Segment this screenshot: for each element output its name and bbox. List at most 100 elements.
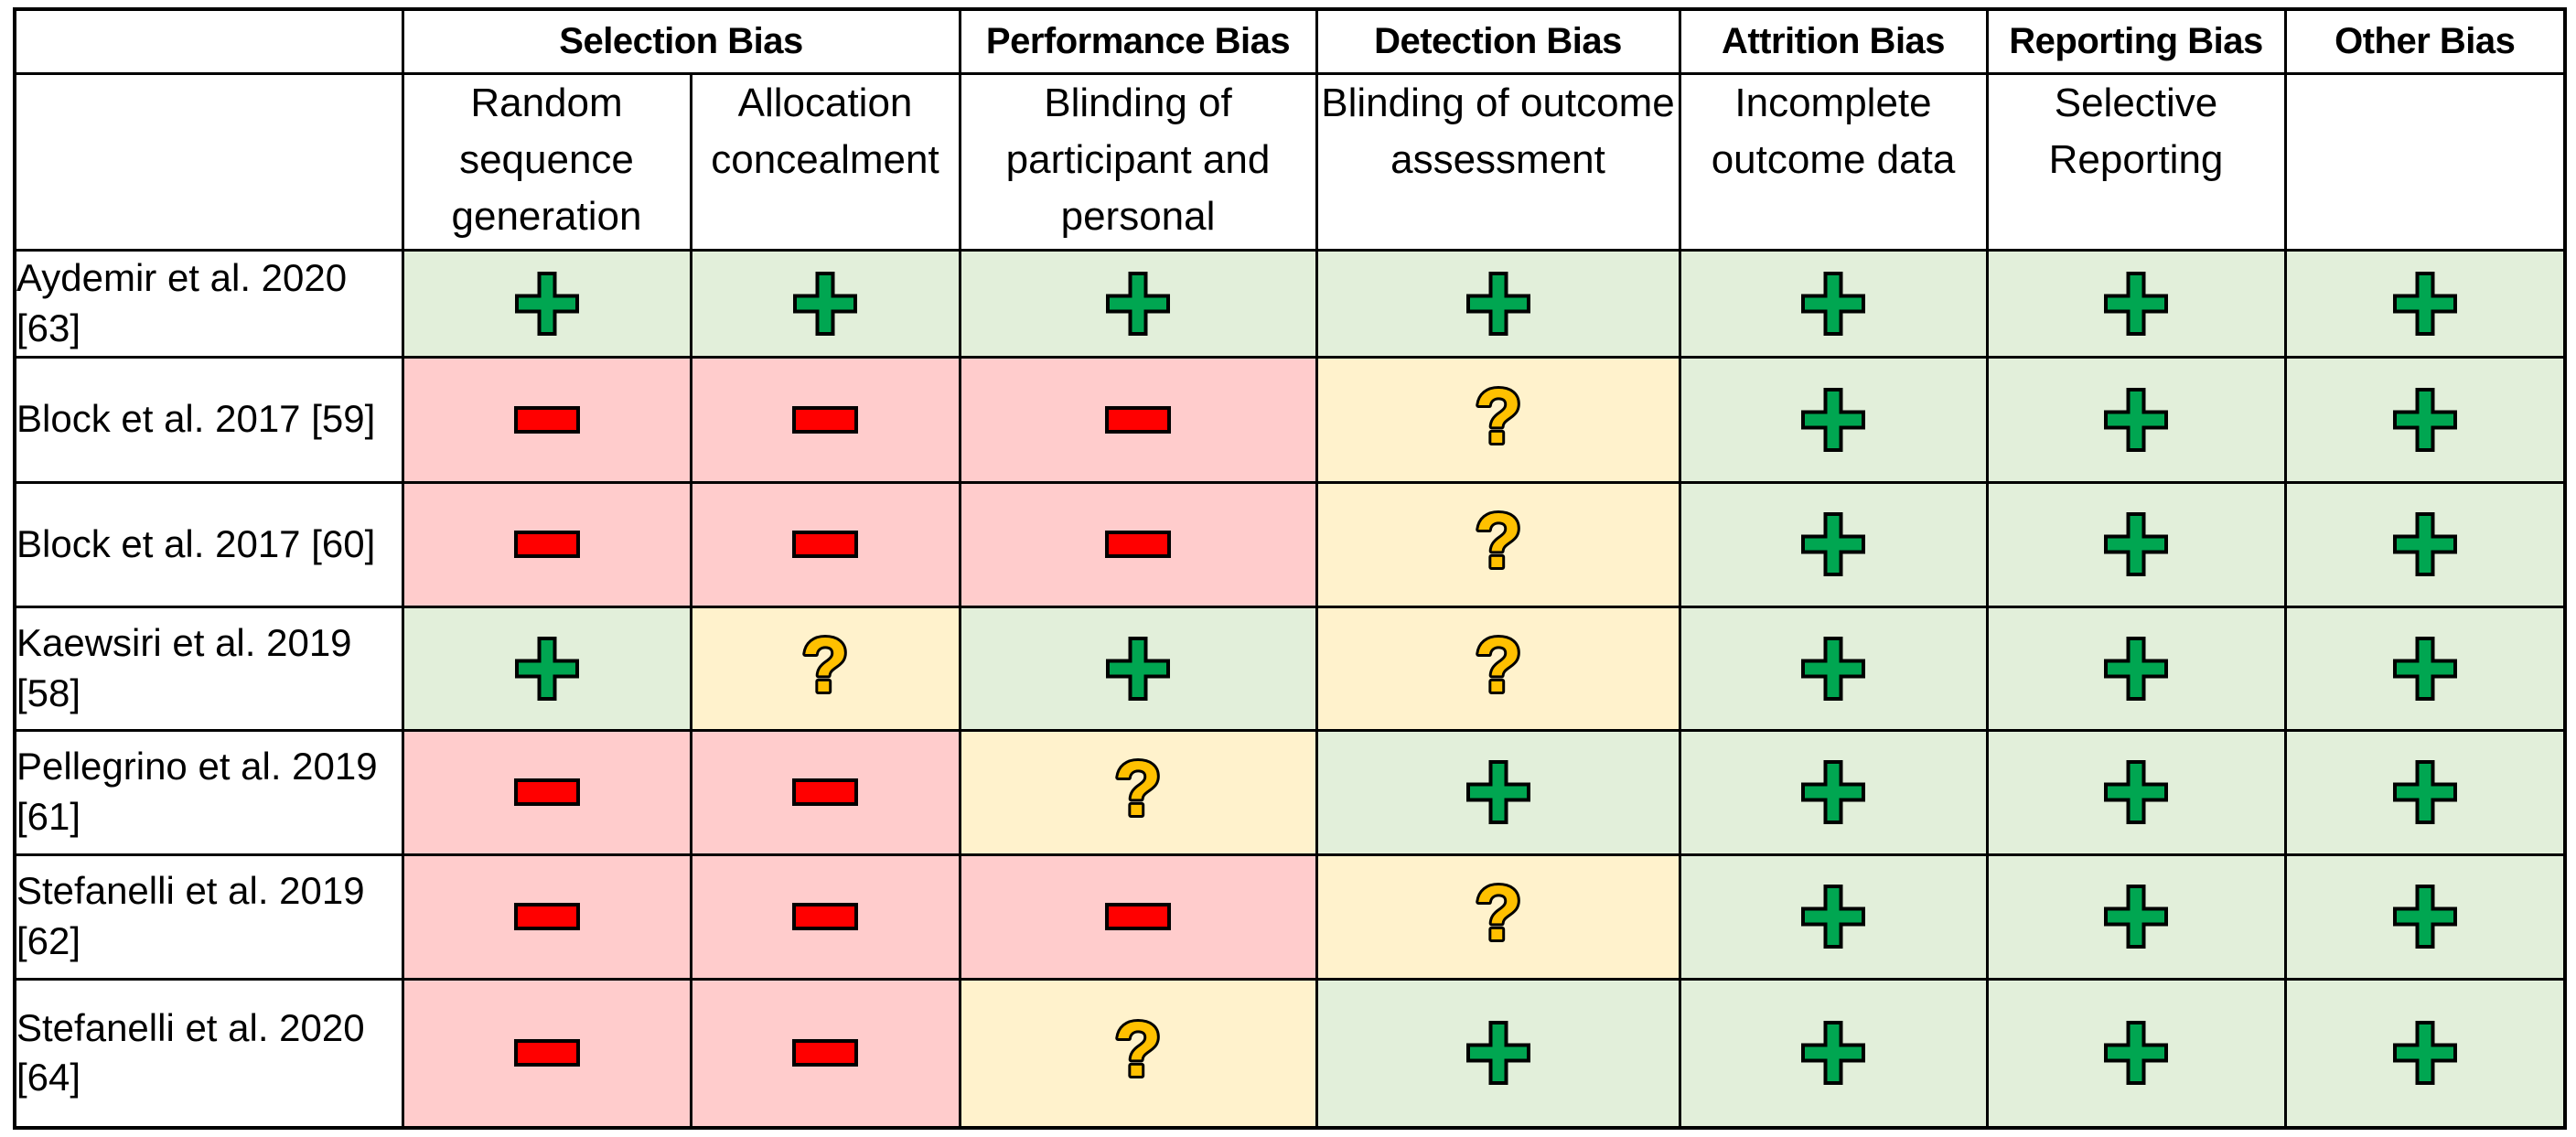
rating-cell-low-risk <box>1678 480 1989 608</box>
minus-icon <box>792 903 858 930</box>
plus-icon <box>1106 271 1170 336</box>
rating-cell-low-risk <box>1985 248 2287 359</box>
plus-icon <box>1801 271 1865 336</box>
plus-icon <box>1106 636 1170 701</box>
rating-cell-low-risk <box>958 248 1318 359</box>
study-row: Stefanelli et al. 2019 [62] ? <box>13 853 2567 981</box>
plus-icon <box>2392 760 2457 824</box>
plus-icon <box>2392 636 2457 701</box>
plus-icon <box>1465 1021 1530 1086</box>
bias-item-header: Incomplete outcome data <box>1678 71 1989 252</box>
rating-cell-high-risk <box>958 355 1318 484</box>
plus-icon <box>2392 387 2457 452</box>
rating-cell-low-risk <box>2283 853 2567 981</box>
minus-icon <box>513 1039 580 1067</box>
bias-group-header: Attrition Bias <box>1678 7 1989 75</box>
risk-of-bias-table: Selection Bias Performance Bias Detection … <box>13 7 2567 1130</box>
plus-icon <box>1801 636 1865 701</box>
minus-icon <box>513 903 580 930</box>
rating-cell-low-risk <box>1985 480 2287 608</box>
rating-cell-low-risk <box>1678 355 1989 484</box>
bias-group-header: Other Bias <box>2283 7 2567 75</box>
rating-cell-unclear-risk: ? <box>1315 355 1681 484</box>
rating-cell-low-risk <box>1678 853 1989 981</box>
minus-icon <box>1105 903 1171 930</box>
rating-cell-high-risk <box>958 480 1318 608</box>
rating-cell-low-risk <box>1678 248 1989 359</box>
rating-cell-low-risk <box>1985 355 2287 484</box>
plus-icon <box>2392 1021 2457 1086</box>
minus-icon <box>1105 405 1171 434</box>
rating-cell-high-risk <box>401 728 692 856</box>
svg-text:?: ? <box>801 632 848 705</box>
rating-cell-low-risk <box>1678 605 1989 732</box>
rating-cell-low-risk <box>1985 853 2287 981</box>
plus-icon <box>2392 512 2457 576</box>
study-row: Block et al. 2017 [60] ? <box>13 480 2567 608</box>
rating-cell-low-risk <box>2283 728 2567 856</box>
minus-icon <box>792 1039 858 1067</box>
question-mark-icon: ? <box>1111 1016 1164 1089</box>
minus-icon <box>792 405 858 434</box>
study-label: Kaewsiri et al. 2019 [58] <box>13 605 404 732</box>
bias-item-header: Selective Reporting <box>1985 71 2287 252</box>
study-label: Aydemir et al. 2020 [63] <box>13 248 404 359</box>
question-mark-icon: ? <box>1472 632 1524 705</box>
question-mark-icon: ? <box>799 632 851 705</box>
bias-group-header: Performance Bias <box>958 7 1318 75</box>
study-label: Stefanelli et al. 2019 [62] <box>13 853 404 981</box>
rating-cell-unclear-risk: ? <box>1315 853 1681 981</box>
rating-cell-low-risk <box>2283 355 2567 484</box>
rating-cell-low-risk <box>401 605 692 732</box>
plus-icon <box>2104 271 2168 336</box>
rating-cell-low-risk <box>2283 977 2567 1130</box>
study-row: Kaewsiri et al. 2019 [58] ? ? <box>13 605 2567 732</box>
rating-cell-low-risk <box>1678 977 1989 1130</box>
bias-group-header: Reporting Bias <box>1985 7 2287 75</box>
study-row: Block et al. 2017 [59] ? <box>13 355 2567 484</box>
plus-icon <box>2392 885 2457 949</box>
rating-cell-high-risk <box>689 853 961 981</box>
plus-icon <box>1465 271 1530 336</box>
rating-cell-low-risk <box>2283 605 2567 732</box>
svg-text:?: ? <box>1475 880 1521 953</box>
plus-icon <box>1801 387 1865 452</box>
plus-icon <box>2104 885 2168 949</box>
rating-cell-high-risk <box>401 977 692 1130</box>
minus-icon <box>1105 531 1171 558</box>
plus-icon <box>2104 512 2168 576</box>
plus-icon <box>1801 1021 1865 1086</box>
plus-icon <box>2392 271 2457 336</box>
plus-icon <box>2104 1021 2168 1086</box>
study-row: Aydemir et al. 2020 [63] <box>13 248 2567 359</box>
bias-item-header: Random sequence generation <box>401 71 692 252</box>
plus-icon <box>793 271 857 336</box>
plus-icon <box>2104 636 2168 701</box>
rating-cell-low-risk <box>958 605 1318 732</box>
minus-icon <box>792 778 858 806</box>
minus-icon <box>513 531 580 558</box>
rating-cell-high-risk <box>401 480 692 608</box>
question-mark-icon: ? <box>1111 756 1164 829</box>
rating-cell-low-risk <box>1315 728 1681 856</box>
rating-cell-unclear-risk: ? <box>958 728 1318 856</box>
rating-cell-high-risk <box>958 853 1318 981</box>
rating-cell-unclear-risk: ? <box>958 977 1318 1130</box>
rating-cell-high-risk <box>689 728 961 856</box>
minus-icon <box>792 531 858 558</box>
study-label: Block et al. 2017 [59] <box>13 355 404 484</box>
plus-icon <box>2104 387 2168 452</box>
rating-cell-low-risk <box>2283 248 2567 359</box>
study-label: Pellegrino et al. 2019 [61] <box>13 728 404 856</box>
plus-icon <box>2104 760 2168 824</box>
minus-icon <box>513 405 580 434</box>
rating-cell-low-risk <box>689 248 961 359</box>
svg-text:?: ? <box>1475 383 1521 456</box>
bias-item-header: Allocation concealment <box>689 71 961 252</box>
study-label: Block et al. 2017 [60] <box>13 480 404 608</box>
rating-cell-unclear-risk: ? <box>1315 605 1681 732</box>
question-mark-icon: ? <box>1472 508 1524 581</box>
study-row: Stefanelli et al. 2020 [64] ? <box>13 977 2567 1130</box>
svg-text:?: ? <box>1114 756 1161 829</box>
